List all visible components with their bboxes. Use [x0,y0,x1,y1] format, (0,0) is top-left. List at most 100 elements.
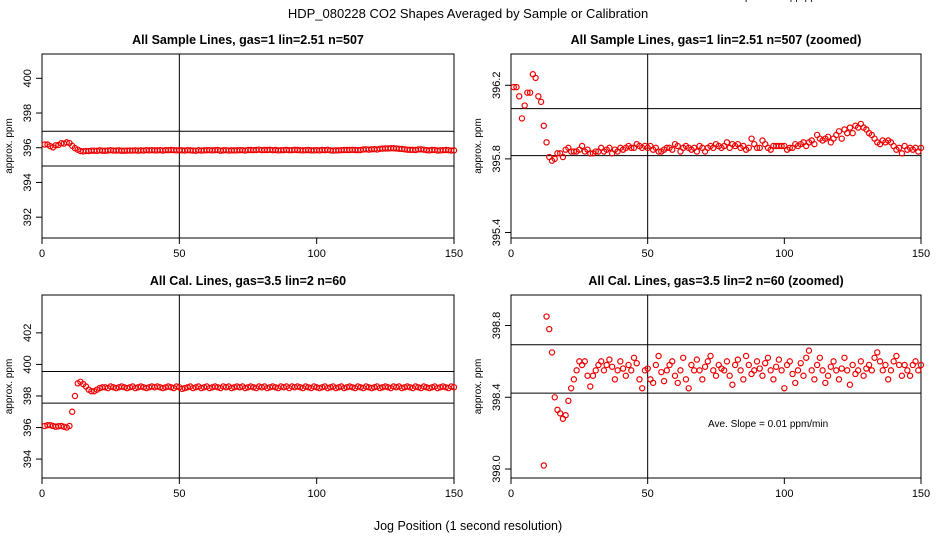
data-point [181,384,189,392]
y-tick-label: 400 [22,69,34,87]
data-point [551,394,558,401]
data-point [860,372,867,379]
data-point [655,352,662,360]
x-tick-label: 100 [775,488,793,500]
data-point [434,384,441,392]
data-point [838,135,845,142]
data-point [143,384,150,392]
data-point [783,361,791,369]
data-point [789,370,796,378]
data-point [701,363,709,370]
data-point [833,367,840,374]
data-point [611,376,619,383]
panel-title: All Cal. Lines, gas=3.5 lin=2 n=60 [150,274,346,288]
data-point [173,383,180,390]
data-point [340,384,348,392]
data-point [625,361,632,369]
data-point [868,367,876,374]
data-point [132,384,139,392]
data-point [600,367,608,374]
data-point [189,384,197,392]
data-point [570,376,578,383]
data-points [41,378,458,431]
data-point [822,379,829,387]
data-point [792,379,799,387]
data-point [567,385,575,392]
data-point [895,361,903,369]
panel-title: All Cal. Lines, gas=3.5 lin=2 n=60 (zoom… [588,274,843,288]
data-point [841,354,848,361]
data-point [816,354,824,361]
data-point [748,370,755,378]
data-point [917,361,925,369]
data-point [781,385,788,392]
data-point [885,376,892,383]
data-point [895,144,903,152]
y-tick-label: 394 [22,173,34,191]
panel-1: All Sample Lines, gas=1 lin=2.51 n=507 ap… [4,33,463,260]
data-point [543,139,550,146]
data-point [666,361,673,369]
data-point [570,148,578,155]
data-point [890,358,897,365]
data-point [206,384,213,392]
data-point [824,372,832,379]
y-tick-label: 398 [22,104,34,122]
data-point [671,372,679,379]
data-point [871,354,878,361]
data-point [548,349,556,356]
data-point [606,356,613,363]
data-point [649,379,657,387]
data-point [58,422,65,430]
data-point [835,376,843,383]
data-point [595,361,602,369]
data-point [901,361,908,369]
data-point [66,422,73,430]
data-point [332,384,340,392]
data-point [778,367,785,374]
data-point [740,376,747,383]
data-point [811,140,818,148]
data-point [699,376,706,383]
data-point [242,384,249,392]
data-point [893,352,900,360]
data-point [647,376,654,383]
data-point [565,397,572,405]
data-point [346,383,353,390]
data-point [619,365,627,372]
data-point [737,367,744,374]
data-point [715,361,722,369]
data-point [682,376,690,383]
panel-title: All Sample Lines, gas=1 lin=2.51 n=507 (… [571,33,862,47]
data-point [775,356,783,363]
data-point [448,383,455,390]
data-point [324,384,331,392]
data-point [608,363,616,370]
data-point [264,384,271,392]
data-point [398,384,406,392]
data-point [41,141,48,148]
data-point [753,358,761,365]
data-point [559,153,567,161]
y-axis-label: approx. ppm [4,118,15,174]
data-point [587,383,594,390]
data-point [606,144,613,152]
y-tick-label: 396.2 [491,72,503,100]
data-point [63,139,70,146]
data-point [178,385,186,393]
data-point [849,361,856,369]
annotation-text: Ave. Slope = 0.05 ppm/min [708,0,828,3]
data-point [846,124,854,131]
data-point [578,361,586,369]
data-point [88,388,95,395]
data-point [426,384,433,392]
data-point [354,383,362,390]
data-point [376,384,384,392]
panels: All Sample Lines, gas=1 lin=2.51 n=507 ap… [4,0,930,500]
data-point [658,368,665,376]
panel-2: All Sample Lines, gas=1 lin=2.51 n=507 (… [473,0,930,260]
y-tick-label: 400 [22,355,34,373]
y-axis-label: approx. ppm [473,118,484,174]
data-point [518,115,526,122]
data-points [510,71,925,164]
